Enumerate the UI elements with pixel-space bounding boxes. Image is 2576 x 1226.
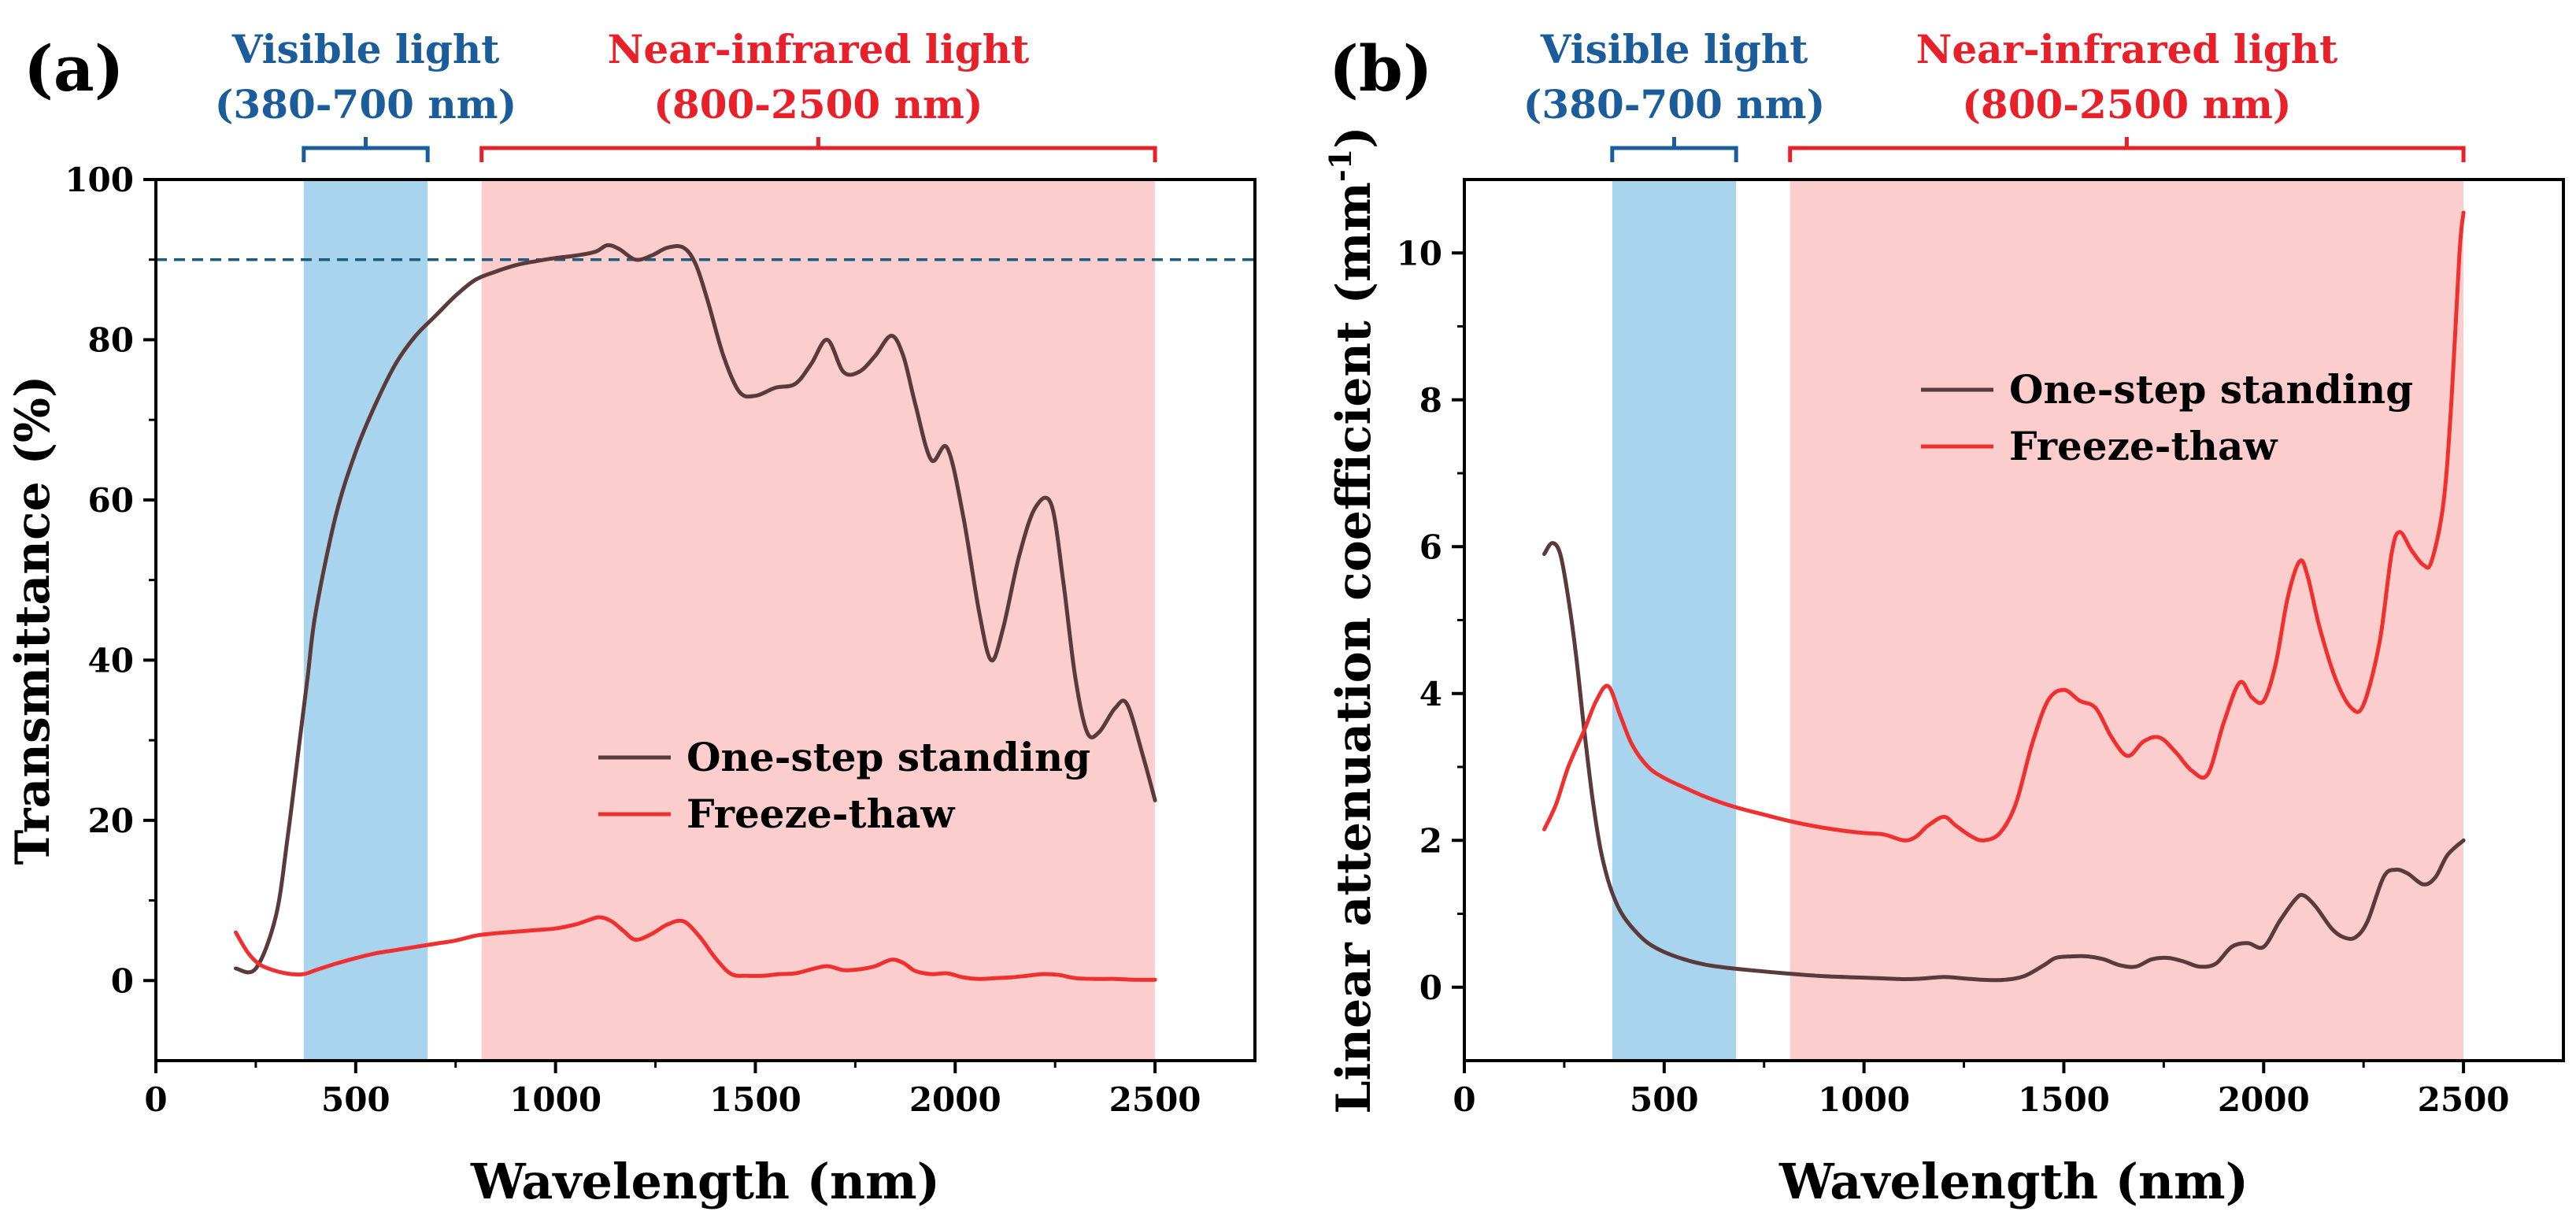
y-axis-title: Linear attenuation coefficient (mm-1) <box>1323 126 1382 1113</box>
y-tick-label: 60 <box>88 481 134 520</box>
series-group <box>234 243 1157 982</box>
x-tick-label: 1500 <box>709 1080 801 1119</box>
legend-label: Freeze-thaw <box>2009 423 2278 469</box>
band-visible <box>1612 180 1737 1061</box>
band-nir <box>1790 180 2464 1061</box>
series-line-freeze-thaw <box>234 915 1157 982</box>
band-label-nir: Near-infrared light <box>1916 26 2338 72</box>
y-tick-label: 100 <box>65 161 134 199</box>
y-tick-label: 4 <box>1419 675 1442 713</box>
x-tick-label: 1500 <box>2018 1080 2110 1119</box>
x-axis-title: Wavelength (nm) <box>470 1153 940 1210</box>
legend: One-step standing Freeze-thaw <box>1921 366 2413 469</box>
x-tick-label: 2500 <box>2418 1080 2510 1119</box>
series-line-one-step-standing <box>234 243 1157 975</box>
y-tick-label: 2 <box>1419 821 1442 860</box>
x-axis-title: Wavelength (nm) <box>1778 1153 2248 1210</box>
y-tick-label: 10 <box>1397 234 1442 272</box>
x-tick-label: 1000 <box>1818 1080 1910 1119</box>
x-tick-label: 2500 <box>1109 1080 1201 1119</box>
x-tick-label: 1000 <box>509 1080 601 1119</box>
band-bracket-nir <box>479 137 1157 162</box>
band-range-nir: (800-2500 nm) <box>1962 81 2291 128</box>
band-range-visible: (380-700 nm) <box>215 81 516 128</box>
y-axis-title-superscript: -1 <box>1323 149 1358 182</box>
series-line-freeze-thaw <box>1542 210 2466 843</box>
x-tick-label: 2000 <box>909 1080 1001 1119</box>
series-group <box>1542 210 2466 983</box>
band-label-visible: Visible light <box>231 26 500 72</box>
y-tick-label: 80 <box>88 320 134 359</box>
panel-label: (b) <box>1329 31 1433 106</box>
series-line-one-step-standing <box>1542 541 2466 983</box>
panel-label: (a) <box>24 31 124 106</box>
y-tick-label: 20 <box>88 802 134 840</box>
y-tick-label: 8 <box>1419 381 1442 420</box>
band-range-nir: (800-2500 nm) <box>653 81 983 128</box>
x-tick-label: 0 <box>144 1080 167 1119</box>
plot-frame <box>154 178 1257 1062</box>
band-bracket-visible <box>1610 137 1738 162</box>
legend-label: One-step standing <box>2009 366 2413 413</box>
y-tick-label: 6 <box>1419 528 1442 566</box>
x-tick-label: 500 <box>321 1080 390 1119</box>
legend-label: Freeze-thaw <box>687 791 956 837</box>
band-nir <box>481 180 1156 1061</box>
band-bracket-nir <box>1788 137 2466 162</box>
chart-panel-a: Visible light (380-700 nm) Near-infrared l… <box>6 26 1257 1210</box>
y-tick-label: 0 <box>111 961 134 1000</box>
y-axis-title: Transmittance (%) <box>6 376 61 865</box>
band-bracket-visible <box>302 137 430 162</box>
x-tick-label: 500 <box>1630 1080 1699 1119</box>
y-tick-label: 40 <box>88 641 134 680</box>
band-label-visible: Visible light <box>1540 26 1808 72</box>
band-label-nir: Near-infrared light <box>608 26 1030 72</box>
band-visible <box>303 180 428 1061</box>
y-axis-title-end: ) <box>1327 126 1382 148</box>
y-tick-label: 0 <box>1419 969 1442 1007</box>
legend: One-step standing Freeze-thaw <box>598 734 1090 837</box>
chart-panel-b: Visible light (380-700 nm) Near-infrared l… <box>1323 26 2565 1210</box>
band-range-visible: (380-700 nm) <box>1523 81 1825 128</box>
y-axis-title-main: Linear attenuation coefficient (mm <box>1327 182 1382 1114</box>
legend-label: One-step standing <box>687 734 1090 780</box>
x-tick-label: 0 <box>1453 1080 1475 1119</box>
x-tick-label: 2000 <box>2218 1080 2310 1119</box>
y-axis-title-main: Transmittance (%) <box>6 376 61 865</box>
